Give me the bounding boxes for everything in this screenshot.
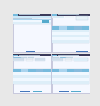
Bar <box>13 57 21 58</box>
Bar <box>42 22 49 23</box>
Bar <box>13 69 21 72</box>
Bar <box>74 59 87 60</box>
Bar <box>13 58 24 59</box>
Bar <box>13 78 51 81</box>
Bar <box>52 54 90 93</box>
Bar <box>52 14 90 16</box>
Bar <box>13 69 51 84</box>
Bar <box>26 58 33 59</box>
Bar <box>21 69 28 72</box>
Bar <box>52 16 64 17</box>
Bar <box>13 14 51 16</box>
Bar <box>52 14 56 15</box>
Bar <box>13 22 51 24</box>
Bar <box>34 58 45 59</box>
Bar <box>52 55 56 56</box>
Bar <box>13 72 51 75</box>
Bar <box>58 55 79 56</box>
Bar <box>34 60 45 61</box>
Bar <box>52 30 89 32</box>
Bar <box>52 17 64 18</box>
Bar <box>82 26 89 30</box>
Bar <box>74 58 87 59</box>
Bar <box>59 91 69 92</box>
Bar <box>13 54 51 56</box>
Bar <box>52 54 90 56</box>
Bar <box>52 37 89 40</box>
Bar <box>64 59 72 60</box>
Bar <box>71 91 81 92</box>
Bar <box>52 59 63 60</box>
Bar <box>74 60 87 61</box>
Bar <box>13 16 51 18</box>
Bar <box>52 69 89 84</box>
Bar <box>52 40 89 43</box>
Bar <box>59 69 67 72</box>
Bar <box>67 26 74 30</box>
Bar <box>52 26 89 43</box>
Bar <box>74 26 82 30</box>
Bar <box>67 69 74 72</box>
Bar <box>59 26 67 30</box>
Bar <box>13 19 51 24</box>
Bar <box>26 60 33 61</box>
Bar <box>52 14 90 52</box>
Bar <box>36 69 43 72</box>
Bar <box>29 19 38 20</box>
Bar <box>13 20 26 21</box>
Bar <box>76 51 88 52</box>
Bar <box>28 57 34 58</box>
Bar <box>21 57 28 58</box>
Bar <box>64 60 72 61</box>
Bar <box>52 69 59 72</box>
Bar <box>52 72 89 75</box>
Bar <box>82 69 89 72</box>
Bar <box>52 32 89 35</box>
Bar <box>29 20 38 21</box>
Bar <box>13 19 51 20</box>
Bar <box>52 57 59 58</box>
Bar <box>52 58 63 59</box>
Bar <box>13 59 24 60</box>
Bar <box>42 20 49 22</box>
Bar <box>74 69 82 72</box>
Bar <box>52 78 89 81</box>
Bar <box>13 60 24 61</box>
Bar <box>13 19 26 20</box>
Bar <box>13 54 51 93</box>
Bar <box>65 16 74 17</box>
Bar <box>13 14 51 52</box>
Bar <box>28 69 36 72</box>
Bar <box>52 26 59 30</box>
Bar <box>19 55 40 56</box>
Bar <box>13 81 51 84</box>
Bar <box>34 59 45 60</box>
Bar <box>60 57 66 58</box>
Bar <box>52 81 89 84</box>
Bar <box>13 20 51 22</box>
Bar <box>43 69 50 72</box>
Bar <box>26 51 34 52</box>
Bar <box>65 17 74 18</box>
Bar <box>13 75 51 78</box>
Bar <box>64 58 72 59</box>
Bar <box>20 91 30 92</box>
Bar <box>13 14 18 15</box>
Bar <box>13 18 32 19</box>
Bar <box>52 35 89 37</box>
Bar <box>74 58 88 61</box>
Bar <box>52 75 89 78</box>
Bar <box>13 55 18 56</box>
Bar <box>52 60 63 61</box>
Bar <box>76 16 88 20</box>
Bar <box>66 57 73 58</box>
Bar <box>33 91 42 92</box>
Bar <box>26 59 33 60</box>
